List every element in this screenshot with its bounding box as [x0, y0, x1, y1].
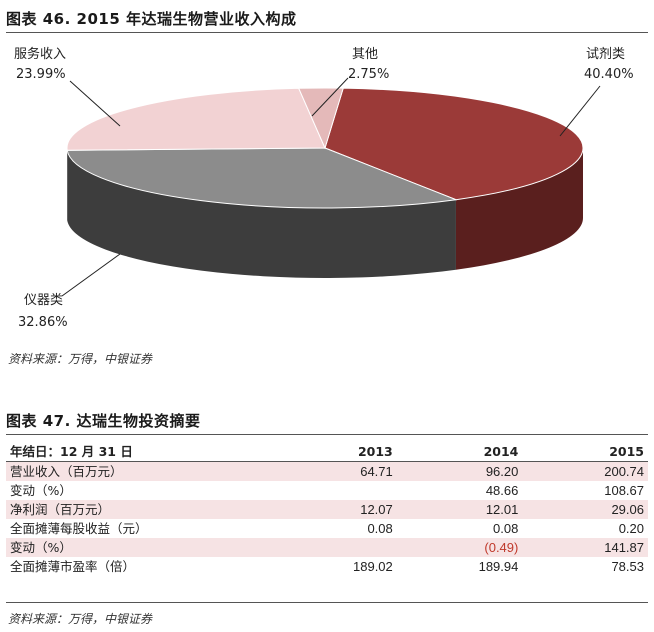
header-year-end: 年结日：12 月 31 日 [6, 442, 272, 462]
label-reagent-name: 试剂类 [586, 47, 625, 62]
label-service-name: 服务收入 [14, 46, 66, 62]
table-row: 变动（%） (0.49) 141.87 [6, 538, 648, 557]
row-cell: (0.49) [396, 538, 523, 557]
row-cell: 200.74 [522, 461, 648, 481]
pie-slice-reagent [324, 87, 584, 201]
table-row: 变动（%） 48.66 108.67 [6, 481, 648, 500]
figure46-title: 图表 46. 2015 年达瑞生物营业收入构成 [6, 10, 297, 28]
label-reagent-value: 40.40% [584, 67, 634, 82]
row-cell: 64.71 [271, 461, 397, 481]
row-cell: 29.06 [522, 500, 648, 519]
row-label: 净利润（百万元） [6, 500, 272, 519]
header-2014: 2014 [396, 442, 523, 462]
label-instrument-value: 32.86% [18, 315, 68, 330]
label-other-value: 2.75% [348, 67, 389, 82]
table-row: 营业收入（百万元） 64.71 96.20 200.74 [6, 461, 648, 481]
leader-line-instrument [61, 253, 121, 297]
row-cell: 78.53 [611, 559, 644, 574]
label-other-name: 其他 [352, 47, 378, 62]
figure47-bottom-rule [6, 602, 648, 603]
table-row: 全面摊薄每股收益（元） 0.08 0.08 0.20 [6, 519, 648, 538]
row-cell: 0.20 [618, 521, 644, 536]
pie-slice-reagent-side [455, 148, 583, 270]
pie-slice-instrument-side [67, 150, 456, 278]
leader-line-service [69, 80, 121, 127]
investment-summary-table: 年结日：12 月 31 日 2013 2014 2015 营业收入（百万元） 64… [6, 442, 648, 576]
row-label: 营业收入（百万元） [6, 461, 272, 481]
header-2015: 2015 [522, 442, 648, 462]
row-cell: 108.67 [604, 483, 644, 498]
row-label: 变动（%） [6, 538, 272, 557]
row-cell: 189.02 [353, 559, 393, 574]
row-cell [271, 481, 397, 500]
label-service-value: 23.99% [16, 67, 66, 82]
figure46-source: 资料来源：万得，中银证券 [8, 352, 153, 366]
row-cell: 12.01 [396, 500, 523, 519]
pie-slice-instrument [66, 147, 458, 209]
leader-line-reagent [559, 85, 601, 137]
figure47-title-rule [6, 434, 648, 435]
row-cell: 96.20 [396, 461, 523, 481]
leader-line-other [311, 77, 349, 117]
header-2013: 2013 [271, 442, 397, 462]
pie-slice-other [297, 87, 344, 150]
row-cell: 0.08 [493, 521, 519, 536]
table-row: 净利润（百万元） 12.07 12.01 29.06 [6, 500, 648, 519]
pie-chart: 服务收入 23.99% 其他 2.75% 试剂类 40.40% 仪器类 32.8… [14, 46, 634, 330]
figure47-source: 资料来源：万得，中银证券 [8, 612, 153, 626]
row-cell: 189.94 [478, 559, 519, 574]
row-cell [271, 538, 397, 557]
table-header-row: 年结日：12 月 31 日 2013 2014 2015 [6, 442, 648, 462]
table-row: 全面摊薄市盈率（倍） 189.02 189.94 78.53 [6, 557, 648, 576]
label-instrument-name: 仪器类 [24, 293, 63, 308]
row-cell: 48.66 [485, 483, 519, 498]
figure47-title: 图表 47. 达瑞生物投资摘要 [6, 412, 201, 430]
row-cell: 0.08 [367, 521, 393, 536]
row-label: 全面摊薄市盈率（倍） [10, 559, 136, 574]
row-cell: 12.07 [271, 500, 397, 519]
row-cell: 141.87 [522, 538, 648, 557]
pie-slice-service [66, 87, 326, 151]
figure46-title-rule [6, 32, 648, 33]
row-label: 变动（%） [10, 483, 72, 498]
row-label: 全面摊薄每股收益（元） [10, 521, 148, 536]
